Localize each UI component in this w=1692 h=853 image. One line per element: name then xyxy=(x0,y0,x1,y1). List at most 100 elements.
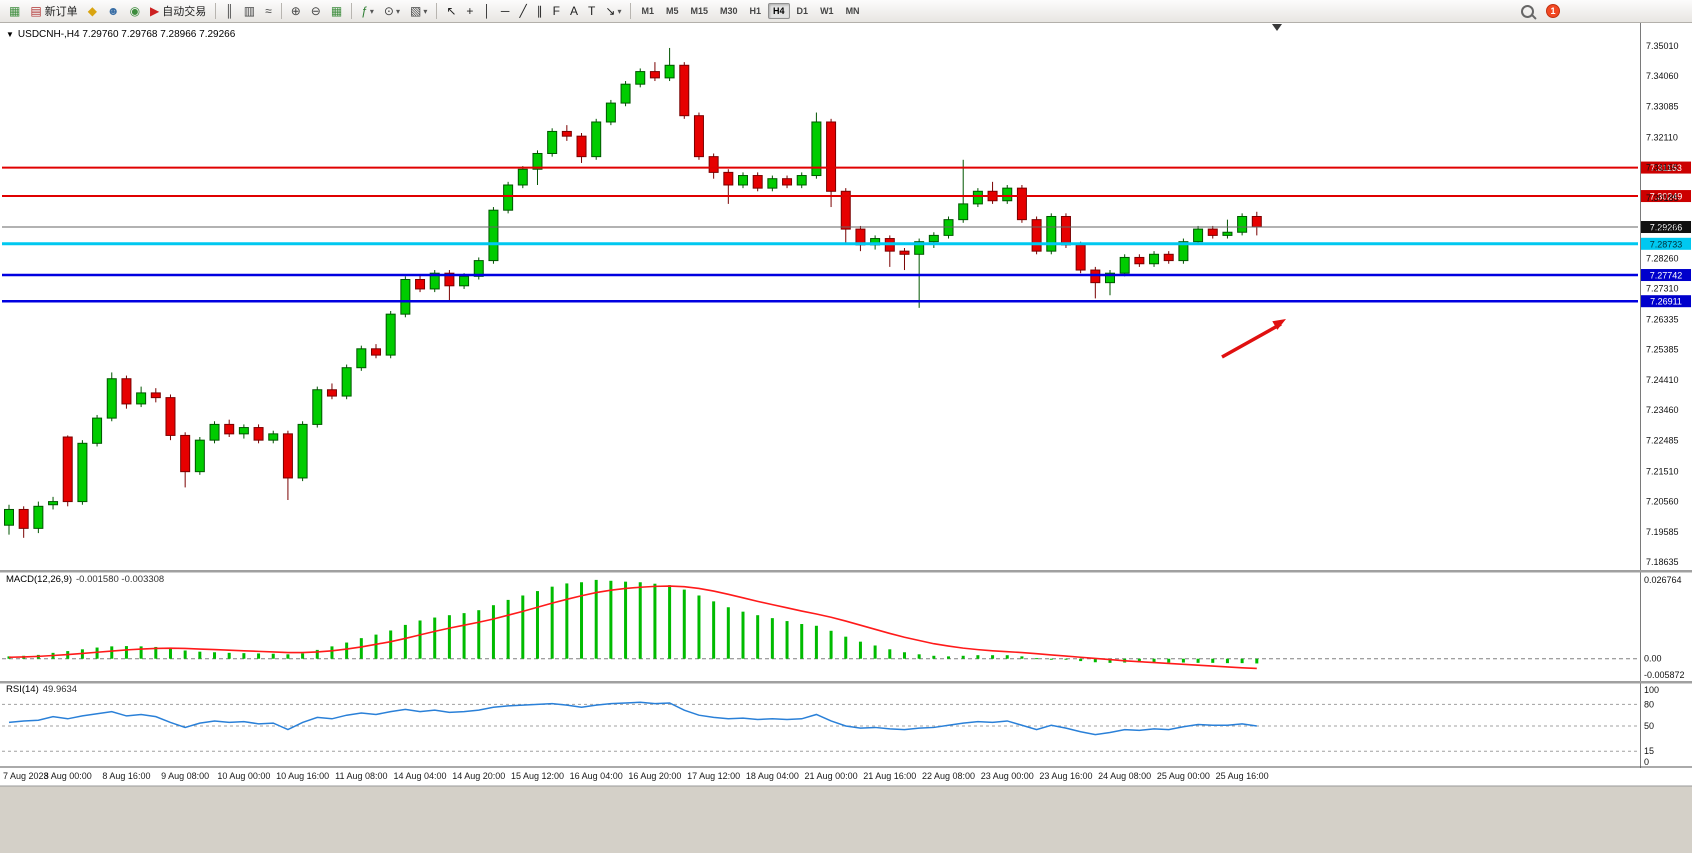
date-axis-label[interactable]: 7 Aug 2023 xyxy=(3,771,49,781)
templates-button[interactable]: ▧ ▾ xyxy=(406,1,431,21)
macd-bar xyxy=(110,646,114,659)
date-axis-label[interactable]: 8 Aug 00:00 xyxy=(44,771,92,781)
date-axis-label[interactable]: 22 Aug 08:00 xyxy=(922,771,975,781)
timeframe-d1-button[interactable]: D1 xyxy=(796,6,809,16)
price-axis-label: 7.23460 xyxy=(1646,405,1679,415)
candle-body xyxy=(503,184,514,211)
candle-body xyxy=(165,397,176,436)
candle-body xyxy=(635,71,646,85)
timeframe-m30-button[interactable]: M30 xyxy=(720,6,738,16)
date-axis-label[interactable]: 15 Aug 12:00 xyxy=(511,771,564,781)
date-axis-label[interactable]: 21 Aug 00:00 xyxy=(805,771,858,781)
macd-bar xyxy=(345,642,349,659)
price-axis-label: 7.30185 xyxy=(1646,193,1679,203)
candle-body xyxy=(106,378,117,419)
macd-bar xyxy=(1108,658,1112,663)
timeframe-m15-button[interactable]: M15 xyxy=(690,6,708,16)
tile-windows-button[interactable]: ▦ xyxy=(327,1,346,21)
date-axis-label[interactable]: 23 Aug 16:00 xyxy=(1039,771,1092,781)
crosshair-tool-button[interactable]: + xyxy=(462,1,477,21)
current-price-tag xyxy=(1641,221,1691,234)
zoom-out-button[interactable]: ⊖ xyxy=(307,1,325,21)
profile-button[interactable]: ☻ xyxy=(103,1,124,21)
periods-button[interactable]: ⊙ ▾ xyxy=(380,1,404,21)
label-tool-button[interactable]: T xyxy=(584,1,599,21)
new-order-button[interactable]: ▤ 新订单 xyxy=(26,1,81,21)
candle-body xyxy=(33,505,44,529)
notification-badge[interactable]: 1 xyxy=(1546,4,1560,18)
candle-body xyxy=(591,121,602,158)
date-axis-label[interactable]: 8 Aug 16:00 xyxy=(102,771,150,781)
date-axis-label[interactable]: 18 Aug 04:00 xyxy=(746,771,799,781)
rsi-value: 49.9634 xyxy=(42,684,78,695)
macd-bar xyxy=(315,649,319,659)
date-axis-label[interactable]: 11 Aug 08:00 xyxy=(335,771,387,781)
horizontal-line-tool-button[interactable]: ─ xyxy=(497,1,514,21)
timeframe-w1-button[interactable]: W1 xyxy=(820,6,834,16)
main-macd-splitter[interactable] xyxy=(0,570,1692,573)
fibonacci-tool-button[interactable]: F xyxy=(549,1,564,21)
date-axis-label[interactable]: 16 Aug 04:00 xyxy=(570,771,623,781)
date-axis-label[interactable]: 25 Aug 16:00 xyxy=(1216,771,1269,781)
autotrade-button[interactable]: ▶ 自动交易 xyxy=(146,1,210,21)
date-axis-label[interactable]: 23 Aug 00:00 xyxy=(981,771,1034,781)
candle-body xyxy=(268,433,279,441)
candle-body xyxy=(121,378,132,405)
date-axis-label[interactable]: 21 Aug 16:00 xyxy=(863,771,916,781)
market-button[interactable]: ◉ xyxy=(126,1,144,21)
date-axis-label[interactable]: 16 Aug 20:00 xyxy=(628,771,681,781)
date-axis-label[interactable]: 10 Aug 16:00 xyxy=(276,771,329,781)
indicators-button[interactable]: ƒ ▾ xyxy=(357,1,378,21)
candle-body xyxy=(1002,187,1013,202)
bar-chart-type-button[interactable]: ║ xyxy=(221,1,238,21)
candle-body xyxy=(840,190,851,230)
date-axis-label[interactable]: 17 Aug 12:00 xyxy=(687,771,740,781)
date-axis-label[interactable]: 25 Aug 00:00 xyxy=(1157,771,1210,781)
one-click-trading-toggle-icon[interactable]: ▼ xyxy=(6,30,14,39)
candle-body xyxy=(958,203,969,221)
price-axis-label: 7.29235 xyxy=(1646,223,1679,233)
timeframe-m5-button[interactable]: M5 xyxy=(665,6,679,16)
hline-7.28733-tag xyxy=(1641,237,1691,250)
chart-shift-marker-icon[interactable] xyxy=(1272,24,1282,31)
date-axis-label[interactable]: 9 Aug 08:00 xyxy=(161,771,209,781)
text-tool-button[interactable]: A xyxy=(566,1,582,21)
macd-rsi-splitter[interactable] xyxy=(0,681,1692,684)
macd-bar xyxy=(550,586,554,659)
channel-tool-button[interactable]: ∥ xyxy=(533,1,547,21)
candle-body xyxy=(708,156,719,173)
search-icon[interactable] xyxy=(1521,4,1534,18)
timeframe-h1-button[interactable]: H1 xyxy=(749,6,762,16)
fibonacci-tool-icon: F xyxy=(552,4,561,18)
price-axis-label: 7.34060 xyxy=(1646,71,1679,81)
candle-body xyxy=(767,178,778,189)
candlestick-chart-type-button[interactable]: ▥ xyxy=(240,1,259,21)
text-tool-icon: A xyxy=(570,4,579,18)
zoom-in-button[interactable]: ⊕ xyxy=(287,1,305,21)
date-axis-label[interactable]: 10 Aug 00:00 xyxy=(217,771,270,781)
candle-body xyxy=(1237,215,1248,233)
timeframe-h4-button[interactable]: H4 xyxy=(768,3,790,19)
metaeditor-button[interactable]: ◆ xyxy=(84,1,101,21)
candle-body xyxy=(136,392,147,405)
candle-body xyxy=(826,121,837,192)
trend-arrow-annotation[interactable] xyxy=(1221,319,1286,359)
date-axis-label[interactable]: 14 Aug 04:00 xyxy=(394,771,447,781)
cursor-tool-button[interactable]: ↖ xyxy=(442,1,460,21)
date-axis-label[interactable]: 14 Aug 20:00 xyxy=(452,771,505,781)
vertical-line-tool-button[interactable]: │ xyxy=(479,1,495,21)
candle-body xyxy=(385,313,396,356)
arrows-tool-button[interactable]: ↘ ▾ xyxy=(601,1,625,21)
rsi-axis-label: 0 xyxy=(1644,757,1649,767)
line-chart-type-button[interactable]: ≈ xyxy=(261,1,276,21)
timeframe-m1-button[interactable]: M1 xyxy=(641,6,654,16)
current-price-tag-text: 7.29266 xyxy=(1650,223,1683,233)
date-axis-label[interactable]: 24 Aug 08:00 xyxy=(1098,771,1151,781)
trendline-tool-button[interactable]: ╱ xyxy=(515,1,530,21)
new-chart-button[interactable]: ▦ xyxy=(5,1,24,21)
candle-body xyxy=(517,168,528,186)
macd-bar xyxy=(961,655,965,659)
timeframe-mn-button[interactable]: MN xyxy=(845,6,860,16)
market-icon: ◉ xyxy=(129,4,141,18)
